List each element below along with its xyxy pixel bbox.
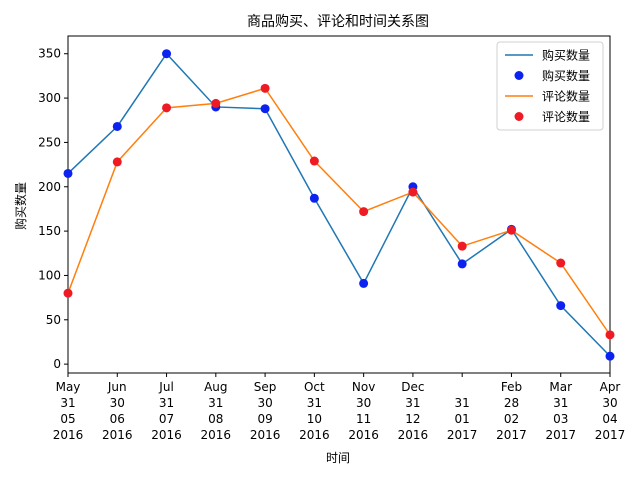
x-tick-label: Feb <box>501 380 522 394</box>
x-tick-label: Mar <box>549 380 572 394</box>
x-tick-label: 31 <box>553 396 568 410</box>
x-tick-label: 2017 <box>496 428 527 442</box>
x-tick-label: Nov <box>352 380 375 394</box>
y-tick-label: 350 <box>38 47 61 61</box>
x-tick-label: 30 <box>257 396 272 410</box>
x-tick-label: 2016 <box>201 428 232 442</box>
x-tick-label: 31 <box>455 396 470 410</box>
data-point <box>309 156 319 166</box>
data-point <box>359 207 369 217</box>
series-line <box>67 87 611 336</box>
data-point <box>506 225 516 235</box>
x-tick-label: 28 <box>504 396 519 410</box>
x-tick-label: Apr <box>600 380 621 394</box>
legend-label: 购买数量 <box>542 68 590 83</box>
data-point <box>408 187 418 197</box>
data-point <box>162 49 172 59</box>
x-tick-label: Oct <box>304 380 325 394</box>
x-tick-label: 2016 <box>250 428 281 442</box>
data-point <box>211 98 221 108</box>
y-tick-label: 150 <box>38 224 61 238</box>
data-point <box>605 351 615 361</box>
data-point <box>260 104 270 114</box>
data-point <box>556 258 566 268</box>
data-point <box>112 157 122 167</box>
data-point <box>359 278 369 288</box>
plot-frame <box>67 35 611 374</box>
x-tick-label: 2016 <box>151 428 182 442</box>
y-tick-label: 200 <box>38 180 61 194</box>
legend-marker-swatch <box>514 71 524 80</box>
y-axis-label: 购买数量 <box>13 182 28 230</box>
data-point <box>63 168 73 178</box>
x-tick-label: 05 <box>60 412 75 426</box>
x-tick-label: 11 <box>356 412 371 426</box>
x-tick-label: 2016 <box>398 428 429 442</box>
x-tick-label: 02 <box>504 412 519 426</box>
x-tick-label: May <box>56 380 81 394</box>
x-tick-label: Sep <box>254 380 277 394</box>
data-point <box>605 330 615 340</box>
x-tick-label: 2016 <box>53 428 84 442</box>
legend-label: 评论数量 <box>542 89 590 104</box>
y-tick-label: 50 <box>46 313 61 327</box>
x-tick-label: 31 <box>208 396 223 410</box>
legend-label: 购买数量 <box>542 48 590 63</box>
x-axis-label: 时间 <box>326 451 350 465</box>
x-tick-label: 30 <box>356 396 371 410</box>
x-tick-label: 07 <box>159 412 174 426</box>
x-tick-label: 2017 <box>595 428 626 442</box>
x-tick-label: 03 <box>553 412 568 426</box>
series-line <box>67 52 611 357</box>
x-tick-label: 04 <box>602 412 617 426</box>
y-tick-label: 0 <box>53 357 61 371</box>
x-tick-label: 2016 <box>348 428 379 442</box>
x-tick-label: 31 <box>307 396 322 410</box>
x-tick-label: 2017 <box>447 428 478 442</box>
legend-frame <box>496 41 604 131</box>
y-tick-label: 100 <box>38 268 61 282</box>
data-point <box>457 259 467 269</box>
x-tick-label: 30 <box>110 396 125 410</box>
x-tick-label: 31 <box>159 396 174 410</box>
x-tick-label: 09 <box>257 412 272 426</box>
data-point <box>63 288 73 298</box>
x-tick-label: Jul <box>158 380 173 394</box>
x-tick-label: Dec <box>401 380 424 394</box>
data-point <box>162 103 172 113</box>
x-tick-label: 30 <box>602 396 617 410</box>
data-point <box>309 193 319 203</box>
x-tick-label: 2016 <box>102 428 133 442</box>
x-tick-label: 2017 <box>545 428 576 442</box>
x-tick-label: Jun <box>107 380 127 394</box>
x-tick-label: 12 <box>405 412 420 426</box>
x-tick-label: 2016 <box>299 428 330 442</box>
series-layer <box>63 49 615 361</box>
x-tick-label: 06 <box>110 412 125 426</box>
x-tick-label: 31 <box>405 396 420 410</box>
data-point <box>260 83 270 93</box>
data-point <box>457 241 467 251</box>
y-tick-label: 250 <box>38 135 61 149</box>
data-point <box>556 301 566 311</box>
legend-label: 评论数量 <box>542 109 590 124</box>
axes: 0 50 100 150 200 250 300 350 May 31 05 2016 Jun 30 06 2… <box>38 35 626 442</box>
data-point <box>112 121 122 131</box>
x-tick-label: 08 <box>208 412 223 426</box>
legend-marker-swatch <box>514 112 524 121</box>
x-tick-label: 10 <box>307 412 322 426</box>
chart-title: 商品购买、评论和时间关系图 <box>247 14 429 30</box>
y-tick-label: 300 <box>38 91 61 105</box>
x-tick-label: 31 <box>60 396 75 410</box>
x-tick-label: 01 <box>455 412 470 426</box>
x-tick-label: Aug <box>204 380 227 394</box>
